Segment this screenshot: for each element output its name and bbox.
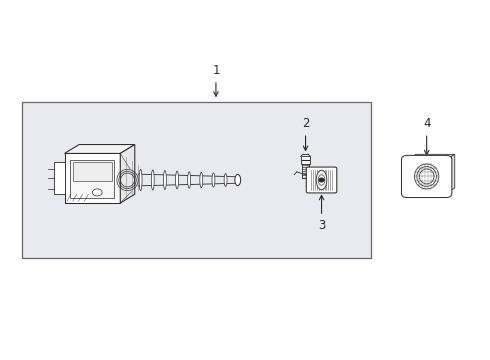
- Circle shape: [93, 189, 102, 196]
- Polygon shape: [71, 160, 115, 198]
- Text: 3: 3: [318, 195, 325, 232]
- Polygon shape: [65, 145, 135, 153]
- Ellipse shape: [188, 172, 191, 188]
- Bar: [22, 102, 371, 258]
- Ellipse shape: [224, 174, 227, 186]
- Ellipse shape: [212, 173, 215, 187]
- FancyBboxPatch shape: [306, 167, 337, 193]
- Polygon shape: [446, 154, 455, 193]
- Circle shape: [318, 178, 324, 182]
- Polygon shape: [407, 154, 455, 159]
- Polygon shape: [120, 145, 135, 203]
- Ellipse shape: [151, 170, 154, 190]
- Ellipse shape: [164, 171, 166, 189]
- Polygon shape: [73, 162, 112, 181]
- Ellipse shape: [235, 175, 241, 185]
- Bar: [301, 156, 310, 164]
- Ellipse shape: [200, 172, 203, 188]
- Text: 4: 4: [423, 117, 430, 155]
- Polygon shape: [65, 153, 120, 203]
- Ellipse shape: [236, 174, 239, 186]
- Polygon shape: [54, 162, 65, 194]
- Ellipse shape: [139, 169, 142, 191]
- Ellipse shape: [175, 171, 178, 189]
- Ellipse shape: [316, 170, 327, 190]
- Text: 1: 1: [212, 64, 220, 96]
- Text: 2: 2: [302, 117, 309, 150]
- FancyBboxPatch shape: [401, 156, 452, 198]
